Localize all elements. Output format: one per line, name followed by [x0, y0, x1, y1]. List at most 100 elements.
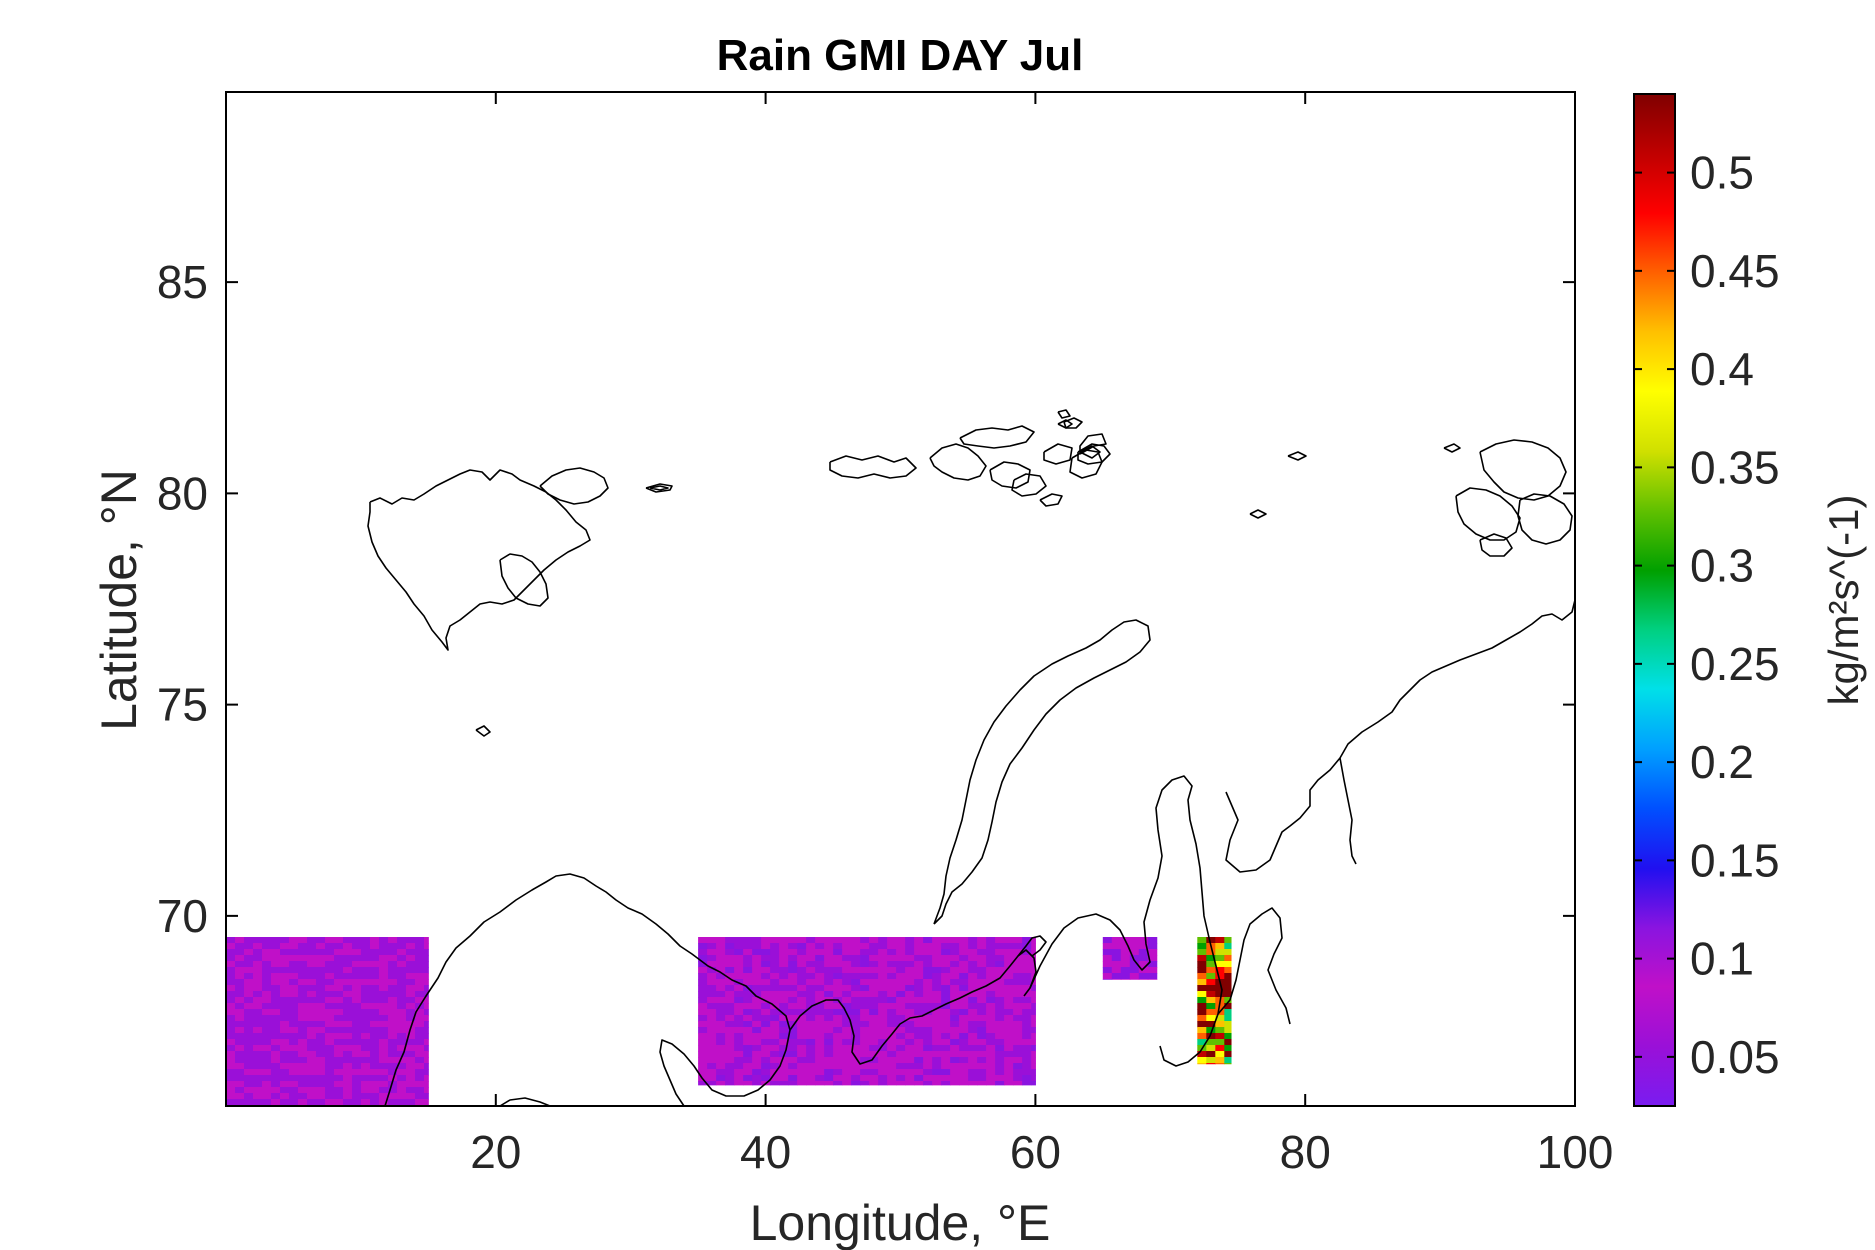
heatmap-cell: [959, 979, 969, 986]
heatmap-cell: [397, 1039, 407, 1046]
heatmap-cell: [905, 985, 915, 992]
heatmap-cell: [950, 1033, 960, 1040]
heatmap-cell: [262, 1027, 272, 1034]
heatmap-cell: [280, 1081, 290, 1088]
heatmap-cell: [298, 1003, 308, 1010]
heatmap-cell: [307, 1027, 317, 1034]
heatmap-cell: [316, 1015, 326, 1022]
heatmap-cell: [842, 937, 852, 944]
heatmap-cell: [1224, 979, 1232, 986]
heatmap-cell: [761, 1069, 771, 1076]
heatmap-cell: [298, 1027, 308, 1034]
heatmap-cell: [235, 1015, 245, 1022]
heatmap-cell: [298, 961, 308, 968]
heatmap-cell: [815, 1009, 825, 1016]
heatmap-cell: [752, 937, 762, 944]
heatmap-cell: [253, 1039, 263, 1046]
heatmap-cell: [977, 1057, 987, 1064]
heatmap-cell: [1224, 985, 1232, 992]
heatmap-cell: [797, 1039, 807, 1046]
heatmap-cell: [406, 937, 416, 944]
heatmap-cell: [307, 997, 317, 1004]
heatmap-cell: [1111, 979, 1122, 980]
heatmap-cell: [343, 1087, 353, 1094]
heatmap-cell: [788, 1003, 798, 1010]
heatmap-cell: [887, 1003, 897, 1010]
heatmap-cell: [352, 961, 362, 968]
heatmap-cell: [289, 1063, 299, 1070]
heatmap-cell: [289, 997, 299, 1004]
heatmap-cell: [244, 1069, 254, 1076]
heatmap-cell: [424, 961, 429, 968]
heatmap-cell: [361, 967, 371, 974]
heatmap-cell: [415, 1087, 425, 1094]
heatmap-cell: [941, 1003, 951, 1010]
heatmap-cell: [1224, 937, 1232, 944]
heatmap-cell: [752, 973, 762, 980]
heatmap-cell: [1013, 1057, 1023, 1064]
heatmap-cell: [698, 985, 708, 992]
heatmap-cell: [995, 943, 1005, 950]
heatmap-cell: [923, 985, 933, 992]
heatmap-cell: [824, 1039, 834, 1046]
heatmap-cell: [788, 1039, 798, 1046]
heatmap-cell: [361, 1063, 371, 1070]
heatmap-cell: [869, 937, 879, 944]
heatmap-cell: [1206, 1027, 1216, 1034]
heatmap-cell: [1215, 973, 1225, 980]
heatmap-cell: [770, 1015, 780, 1022]
heatmap-cell: [307, 1075, 317, 1082]
heatmap-cell: [725, 973, 735, 980]
heatmap-cell: [244, 997, 254, 1004]
heatmap-cell: [370, 1003, 380, 1010]
heatmap-cell: [1022, 967, 1032, 974]
heatmap-cell: [941, 1075, 951, 1082]
heatmap-cell: [235, 1087, 245, 1094]
heatmap-cell: [806, 1015, 816, 1022]
heatmap-cell: [352, 985, 362, 992]
heatmap-cell: [725, 991, 735, 998]
heatmap-cell: [734, 997, 744, 1004]
x-tick-label: 60: [1010, 1126, 1061, 1178]
heatmap-cell: [977, 1015, 987, 1022]
heatmap-cell: [1224, 967, 1232, 974]
heatmap-cell: [707, 973, 717, 980]
heatmap-cell: [307, 937, 317, 944]
heatmap-cell: [1022, 997, 1032, 1004]
heatmap-cell: [869, 955, 879, 962]
heatmap-cell: [824, 1045, 834, 1052]
heatmap-cell: [316, 1069, 326, 1076]
heatmap-cell: [343, 1021, 353, 1028]
heatmap-cell: [307, 985, 317, 992]
heatmap-cell: [289, 1099, 299, 1106]
heatmap-cell: [896, 1069, 906, 1076]
heatmap-cell: [797, 1021, 807, 1028]
heatmap-cell: [743, 1027, 753, 1034]
heatmap-cell: [896, 1051, 906, 1058]
heatmap-cell: [986, 955, 996, 962]
heatmap-cell: [878, 1027, 888, 1034]
heatmap-cell: [725, 1075, 735, 1082]
heatmap-cell: [716, 997, 726, 1004]
heatmap-cell: [289, 1009, 299, 1016]
heatmap-cell: [923, 937, 933, 944]
heatmap-cell: [1013, 1021, 1023, 1028]
heatmap-cell: [325, 949, 335, 956]
heatmap-cell: [905, 973, 915, 980]
heatmap-cell: [797, 955, 807, 962]
heatmap-cell: [734, 1015, 744, 1022]
heatmap-cell: [833, 979, 843, 986]
heatmap-cell: [226, 943, 236, 950]
heatmap-cell: [298, 1057, 308, 1064]
heatmap-cell: [752, 979, 762, 986]
heatmap-cell: [415, 973, 425, 980]
heatmap-cell: [833, 1009, 843, 1016]
heatmap-cell: [379, 1099, 389, 1106]
heatmap-cell: [986, 1021, 996, 1028]
heatmap-cell: [388, 1087, 398, 1094]
heatmap-cell: [923, 1039, 933, 1046]
heatmap-cell: [271, 1099, 281, 1106]
heatmap-cell: [968, 937, 978, 944]
heatmap-cell: [950, 1027, 960, 1034]
heatmap-cell: [995, 1069, 1005, 1076]
